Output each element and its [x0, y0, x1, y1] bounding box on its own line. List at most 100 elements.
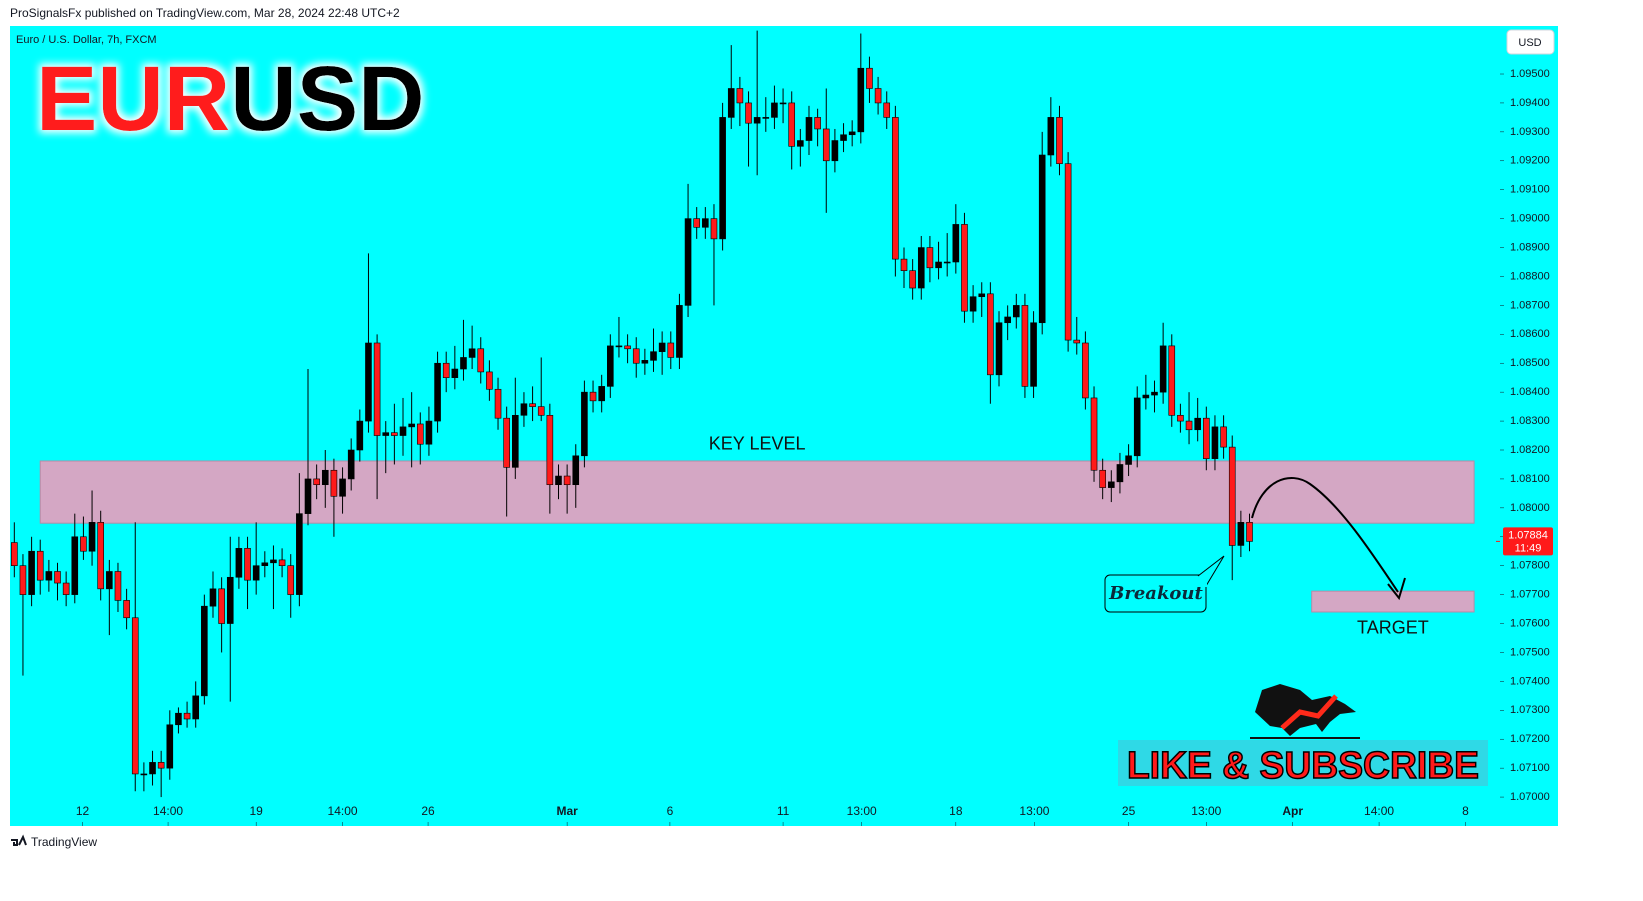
candle-body [45, 571, 53, 581]
y-tick-label: 1.08300 [1510, 415, 1550, 427]
y-tick-label: 1.07200 [1510, 733, 1550, 745]
y-tick-label: 1.09400 [1510, 97, 1550, 109]
candle-body [814, 117, 821, 130]
candle-body [727, 88, 735, 118]
y-tick-label: 1.08700 [1510, 299, 1550, 311]
candle-body [1151, 391, 1158, 396]
y-tick-label: 1.07700 [1510, 589, 1550, 601]
x-tick-label: 6 [667, 804, 674, 818]
candle-body [1038, 154, 1046, 324]
candle-body [451, 368, 459, 378]
candle-body [304, 478, 312, 514]
candle-body [166, 724, 174, 769]
candle-body [598, 386, 605, 402]
y-tick-label: 1.08900 [1510, 241, 1550, 253]
currency-label[interactable]: USD [1518, 37, 1541, 49]
candle-body [805, 117, 813, 141]
candle-body [624, 345, 631, 350]
candle-body [883, 102, 891, 118]
candle-body [1030, 322, 1037, 387]
candle-body [1185, 420, 1193, 431]
candle-body [80, 536, 87, 552]
y-tick-label: 1.08600 [1510, 328, 1550, 340]
bull-bear-icon [1255, 684, 1356, 736]
candle-body [425, 420, 433, 445]
x-tick-label: 25 [1122, 804, 1136, 818]
y-tick-label: 1.07600 [1510, 617, 1550, 629]
candle-body [1004, 316, 1011, 324]
candle-body [952, 224, 960, 263]
price-zone [39, 460, 1475, 524]
candle-body [140, 773, 148, 776]
candle-body [218, 588, 225, 624]
y-tick-label: 1.07800 [1510, 560, 1550, 572]
countdown-label: 11:49 [1515, 542, 1542, 554]
candle-body [313, 478, 320, 486]
candle-body [503, 417, 510, 468]
candle-body [857, 67, 865, 133]
candle-body [1203, 417, 1210, 459]
axes: 1.07000 1.07100 1.07200 1.07300 1.07400 1.075… [76, 68, 1553, 826]
candle-body [477, 348, 485, 373]
y-tick-label: 1.09500 [1510, 68, 1550, 80]
candle-body [28, 550, 35, 595]
candle-body [382, 432, 390, 436]
x-tick-label: 19 [249, 804, 263, 818]
y-tick-label: 1.07000 [1510, 791, 1550, 803]
y-tick-label: 1.07100 [1510, 762, 1550, 774]
candle-body [753, 117, 761, 124]
candle-body [917, 247, 925, 289]
candle-body [641, 360, 649, 364]
candle-body [589, 391, 597, 402]
candle-body [252, 565, 260, 581]
promo-text: LIKE & SUBSCRIBE [1127, 745, 1479, 787]
candle-body [157, 762, 165, 769]
x-tick-label: Apr [1282, 804, 1303, 818]
x-tick-label: 13:00 [1191, 804, 1221, 818]
candle-body [607, 345, 614, 387]
candle-body [11, 542, 18, 566]
candle-body [978, 293, 986, 298]
candle-body [969, 296, 977, 312]
candle-body [460, 357, 467, 370]
candle-body [365, 342, 372, 422]
candle-body [278, 559, 286, 566]
candle-body [1056, 117, 1063, 164]
title-red: EUR [36, 48, 230, 150]
candle-body [762, 117, 770, 119]
candle-body [693, 218, 700, 228]
candle-body [287, 565, 295, 595]
candle-body [201, 605, 208, 697]
candle-body [1073, 339, 1081, 344]
x-tick-label: 11 [777, 804, 790, 818]
candle-body [54, 571, 61, 584]
last-price-box [1503, 527, 1553, 556]
y-tick-label: 1.08400 [1510, 386, 1550, 398]
y-tick-label: 1.07400 [1510, 675, 1550, 687]
y-tick-label: 1.07500 [1510, 646, 1550, 658]
promo-logo: LIKE & SUBSCRIBE [1118, 684, 1488, 788]
candle-body [19, 565, 27, 595]
candle-body [434, 362, 441, 422]
callout-box [1104, 574, 1207, 613]
currency-button[interactable] [1506, 29, 1555, 55]
candle-body [719, 117, 726, 240]
x-tick-label: 14:00 [328, 804, 358, 818]
y-tick-label: 1.08500 [1510, 357, 1550, 369]
candle-body [88, 522, 96, 552]
candle-body [779, 102, 787, 105]
y-tick-label: 1.08000 [1510, 502, 1550, 514]
candle-body [321, 469, 329, 486]
candle-body [676, 305, 683, 358]
candle-body [1108, 481, 1115, 488]
candle-body [961, 224, 968, 312]
candle-body [373, 342, 381, 436]
candle-body [106, 571, 113, 590]
candle-body [36, 550, 44, 581]
candles [11, 30, 1253, 798]
zone-label: KEY LEVEL [709, 434, 806, 454]
candle-body [468, 348, 476, 358]
candle-body [667, 342, 675, 358]
zone-label: TARGET [1357, 618, 1429, 638]
